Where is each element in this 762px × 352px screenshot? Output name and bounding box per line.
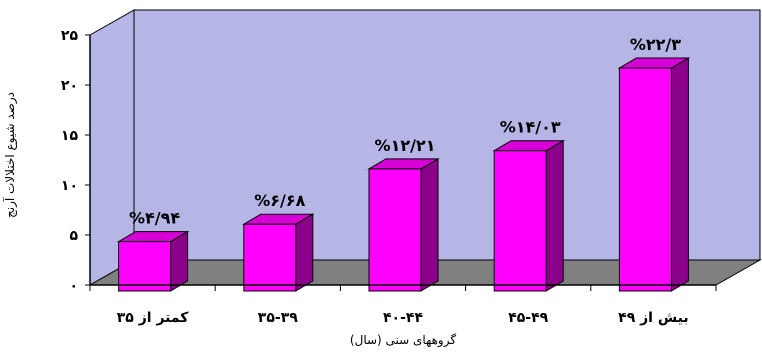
bar [617, 57, 691, 292]
x-tick-label: بیش از ۴۹ [618, 310, 688, 326]
y-tick-label: ۵ [69, 228, 78, 244]
bar-side [420, 158, 439, 292]
bars: %۴/۹۴ %۶/۶۸ %۱۲/۲۱ %۱۴/۰۳ %۲۲/۳ [116, 35, 691, 292]
bar-front [493, 150, 547, 292]
x-tick-label: ۳۵-۳۹ [258, 310, 298, 326]
bar [492, 139, 566, 292]
y-axis: ۰ ۵ ۱۰ ۱۵ ۲۰ ۲۵ [61, 28, 91, 294]
bar [241, 213, 315, 292]
bar-side [670, 57, 689, 292]
bar-front [243, 223, 297, 292]
y-tick-label: ۲۰ [61, 78, 78, 94]
x-tick-label: ۴۵-۴۹ [508, 310, 548, 326]
bar-front [118, 241, 172, 292]
data-label: %۱۲/۲۱ [375, 136, 436, 155]
y-axis-title: درصد شیوع اختلالات آرنج [2, 92, 18, 218]
y-tick-label: ۰ [69, 278, 78, 294]
x-axis-title: گروههای سنی (سال) [350, 333, 456, 348]
x-tick-label: کمتر از ۳۵ [117, 310, 190, 326]
data-label: %۲۲/۳ [630, 35, 681, 54]
bar-side [295, 213, 314, 292]
bar [367, 158, 440, 292]
y-tick-label: ۱۰ [61, 178, 78, 194]
bar-front [618, 67, 672, 292]
y-tick-label: ۱۵ [61, 128, 79, 144]
bar-side [545, 139, 564, 292]
y-tick-label: ۲۵ [61, 28, 79, 44]
data-label: %۶/۶۸ [254, 191, 305, 210]
data-label: %۱۴/۰۳ [500, 118, 561, 137]
data-label: %۴/۹۴ [129, 209, 180, 228]
x-axis: کمتر از ۳۵ ۳۵-۳۹ ۴۰-۴۴ ۴۵-۴۹ بیش از ۴۹ [89, 284, 717, 326]
bar-front [368, 168, 422, 292]
bar [116, 230, 190, 292]
x-tick-label: ۴۰-۴۴ [383, 310, 423, 326]
